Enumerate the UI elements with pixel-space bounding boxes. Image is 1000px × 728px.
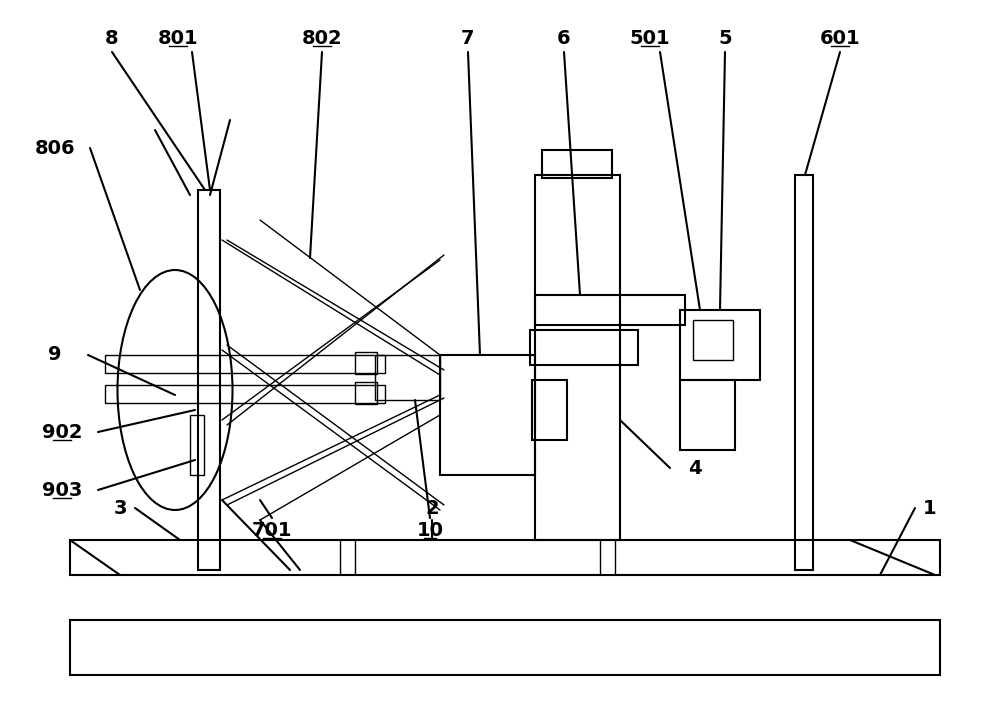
Bar: [70, 540, 940, 575]
Text: 601: 601: [820, 28, 860, 47]
Text: 3: 3: [113, 499, 127, 518]
Text: 9: 9: [48, 346, 62, 365]
Text: 4: 4: [688, 459, 702, 478]
Text: 10: 10: [416, 521, 444, 539]
Bar: [440, 355, 535, 475]
Text: 802: 802: [302, 28, 342, 47]
Text: 7: 7: [461, 28, 475, 47]
Text: 902: 902: [42, 422, 82, 441]
Text: 806: 806: [35, 138, 75, 157]
Text: 701: 701: [252, 521, 292, 539]
Text: 501: 501: [630, 28, 670, 47]
Bar: [530, 330, 638, 365]
Bar: [105, 355, 385, 373]
Bar: [680, 310, 760, 380]
Bar: [542, 150, 612, 178]
Bar: [375, 355, 440, 400]
Bar: [190, 415, 204, 475]
Bar: [198, 190, 220, 570]
Text: 2: 2: [425, 499, 439, 518]
Bar: [795, 175, 813, 570]
Text: 5: 5: [718, 28, 732, 47]
Text: 801: 801: [158, 28, 198, 47]
Bar: [532, 380, 567, 440]
Text: 903: 903: [42, 480, 82, 499]
Bar: [355, 352, 377, 374]
Bar: [535, 175, 620, 540]
Bar: [680, 380, 735, 450]
Bar: [70, 620, 940, 675]
Text: 8: 8: [105, 28, 119, 47]
Bar: [105, 385, 385, 403]
Bar: [693, 320, 733, 360]
Text: 6: 6: [557, 28, 571, 47]
Text: 1: 1: [923, 499, 937, 518]
Bar: [535, 295, 685, 325]
Bar: [355, 382, 377, 404]
